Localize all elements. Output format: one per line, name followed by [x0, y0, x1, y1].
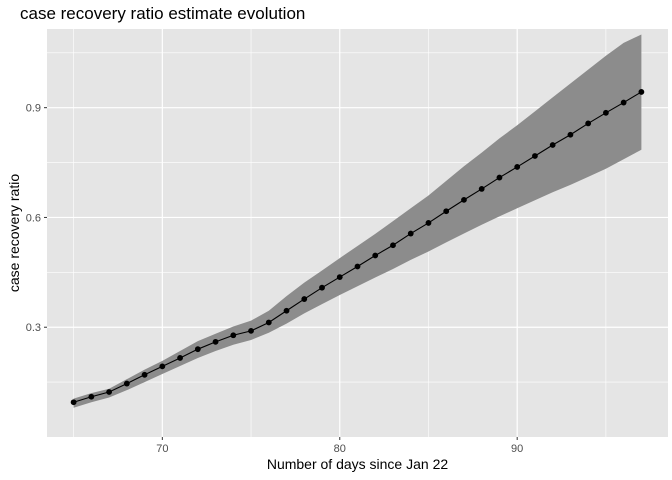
data-point: [407, 230, 414, 237]
data-point: [549, 142, 556, 148]
data-point: [336, 274, 343, 280]
y-tick-label: 0.3: [26, 322, 41, 334]
data-point: [620, 99, 627, 106]
data-point: [230, 332, 237, 339]
y-tick-label: 0.6: [26, 212, 41, 224]
data-point: [478, 186, 485, 192]
data-points: [70, 89, 645, 406]
y-axis-label: case recovery ratio: [6, 173, 22, 293]
y-axis-ticks: 0.3 0.6 0.9: [26, 103, 47, 334]
y-tick-label: 0.9: [26, 103, 41, 115]
data-point: [177, 355, 183, 361]
data-point: [425, 220, 432, 226]
data-point: [461, 196, 467, 203]
data-point: [496, 174, 503, 181]
data-point: [265, 319, 272, 326]
data-point: [248, 327, 254, 334]
data-point: [638, 89, 645, 95]
data-point: [301, 296, 308, 302]
data-point: [283, 307, 290, 314]
data-point: [372, 252, 379, 259]
data-point: [70, 399, 77, 406]
data-point: [159, 363, 166, 370]
data-point: [123, 380, 130, 387]
data-point: [514, 164, 521, 170]
data-point: [106, 389, 112, 395]
data-point: [354, 263, 361, 270]
x-axis-ticks: 70 80 90: [156, 437, 523, 455]
x-tick-label: 80: [334, 443, 346, 455]
data-point: [319, 284, 325, 291]
data-point: [212, 338, 219, 345]
x-tick-label: 90: [511, 443, 523, 455]
data-point: [603, 109, 609, 116]
data-point: [443, 208, 450, 215]
data-point: [390, 242, 396, 249]
data-point: [194, 346, 201, 353]
data-point: [141, 371, 148, 378]
data-point: [88, 393, 95, 400]
data-point: [585, 120, 592, 127]
chart-title: case recovery ratio estimate evolution: [20, 4, 306, 23]
x-tick-label: 70: [156, 443, 168, 455]
data-point: [567, 131, 574, 138]
x-axis-label: Number of days since Jan 22: [266, 456, 449, 472]
data-point: [532, 153, 538, 159]
